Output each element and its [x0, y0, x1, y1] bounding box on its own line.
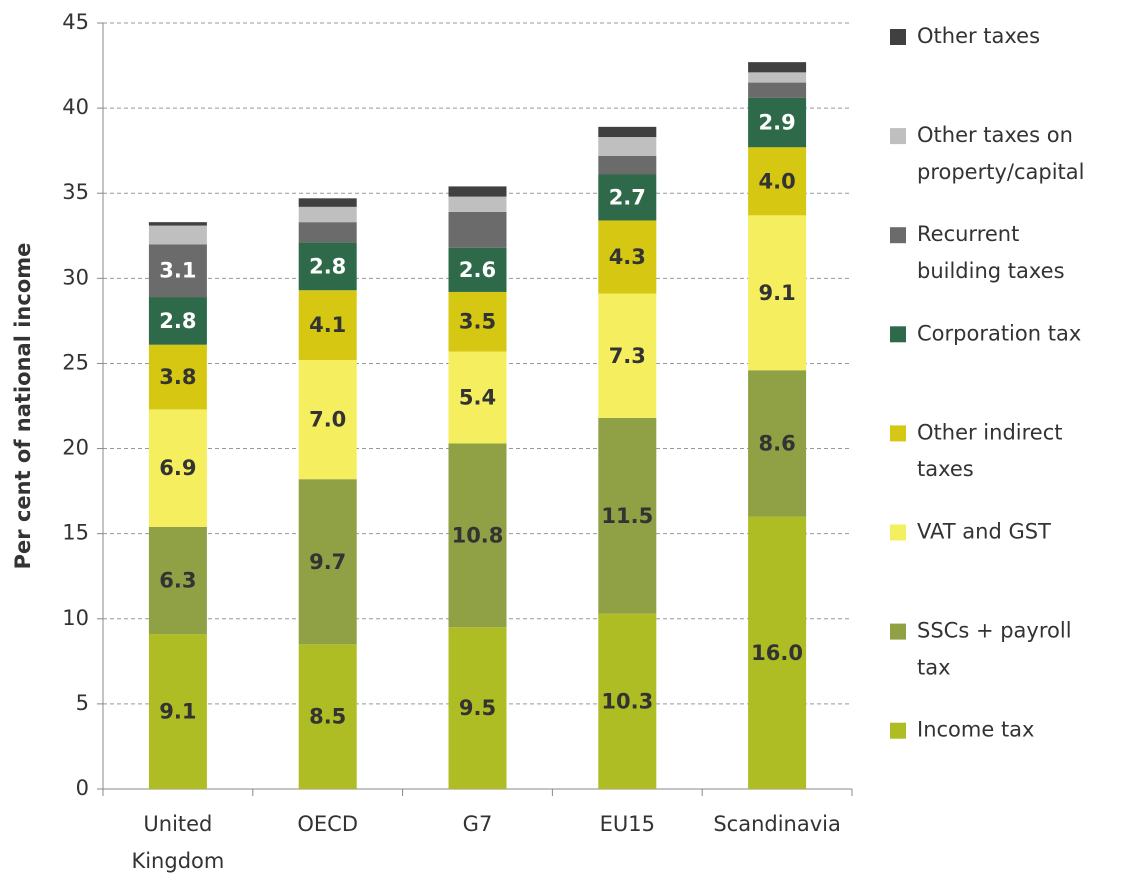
value-label: 6.9	[159, 456, 196, 480]
bar-segment	[598, 137, 657, 156]
bar-segment	[298, 644, 357, 789]
value-label: 10.3	[601, 689, 653, 713]
value-label: 2.6	[459, 258, 496, 282]
bar-segment	[748, 72, 807, 83]
value-label: 3.5	[459, 310, 496, 334]
value-label: 5.4	[459, 385, 496, 409]
bar-segment	[598, 417, 657, 614]
value-label: 8.6	[758, 431, 795, 455]
legend-label: Other taxes	[917, 24, 1040, 48]
value-label: 4.1	[309, 313, 346, 337]
bar-segment	[748, 147, 807, 216]
bar-segment	[148, 225, 207, 245]
bar-segment	[448, 443, 507, 628]
value-label: 2.8	[159, 309, 196, 333]
x-tick-label: EU15	[600, 812, 655, 836]
bar-segment	[298, 290, 357, 361]
value-label: 7.3	[609, 344, 646, 368]
value-label: 11.5	[601, 504, 653, 528]
bar-segment	[598, 155, 657, 175]
legend-swatch	[890, 425, 906, 442]
bar-segment	[298, 206, 357, 223]
bar-segment	[148, 244, 207, 298]
legend-label: Other indirect taxes	[917, 420, 1062, 481]
legend-swatch	[890, 29, 906, 45]
bar-segment	[148, 526, 207, 635]
value-label: 9.5	[459, 696, 496, 720]
y-axis-title: Per cent of national income	[11, 243, 35, 570]
bar-segment	[148, 297, 207, 345]
y-tick-label: 45	[62, 10, 89, 34]
x-tick-label: Scandinavia	[713, 812, 841, 836]
bar-segment	[748, 516, 807, 789]
bar-segment	[148, 409, 207, 527]
legend-swatch	[890, 128, 906, 145]
y-tick-label: 5	[76, 691, 89, 715]
y-tick-label: 10	[62, 606, 89, 630]
bar-segment	[748, 370, 807, 517]
bar-segment	[598, 293, 657, 418]
y-tick-label: 35	[62, 180, 89, 204]
bar-segment	[448, 291, 507, 352]
value-label: 10.8	[452, 523, 504, 547]
value-label: 9.1	[758, 281, 795, 305]
value-label: 16.0	[751, 641, 803, 665]
bar-segment	[298, 198, 357, 207]
x-tick-label: United Kingdom	[131, 812, 224, 873]
value-label: 3.1	[159, 259, 196, 283]
y-tick-label: 25	[62, 350, 89, 374]
bar-segment	[598, 126, 657, 138]
bar-segment	[448, 211, 507, 248]
value-label: 8.5	[309, 705, 346, 729]
y-tick-label: 0	[76, 776, 89, 800]
value-label: 2.7	[609, 185, 646, 209]
legend-label: Income tax	[917, 718, 1034, 742]
y-tick-label: 30	[62, 265, 89, 289]
bar-segment	[298, 242, 357, 291]
x-tick-label: OECD	[297, 812, 358, 836]
bar-segment	[748, 97, 807, 148]
legend-swatch	[890, 524, 906, 541]
legend-swatch	[890, 326, 906, 343]
bar-segment	[448, 186, 507, 197]
bar-segment	[598, 613, 657, 789]
legend-swatch	[890, 623, 906, 640]
value-label: 2.8	[309, 254, 346, 278]
value-label: 9.7	[309, 550, 346, 574]
legend-label: SSCs + payroll tax	[917, 619, 1072, 680]
bar-segment	[298, 479, 357, 645]
legend-label: Corporation tax	[917, 321, 1081, 345]
bar-segment	[448, 247, 507, 292]
value-label: 2.9	[758, 111, 795, 135]
bar-segment	[298, 360, 357, 480]
legend-label: Other taxes on property/capital	[917, 123, 1085, 184]
bar-segment	[598, 174, 657, 221]
legend-label: Recurrent building taxes	[917, 222, 1065, 283]
y-tick-label: 40	[62, 95, 89, 119]
bar-segment	[148, 634, 207, 789]
bar-segment	[148, 222, 207, 226]
value-label: 4.3	[609, 245, 646, 269]
legend-swatch	[890, 227, 906, 244]
value-label: 6.3	[159, 568, 196, 592]
bar-segment	[748, 62, 807, 73]
bar-segment	[598, 220, 657, 294]
value-label: 3.8	[159, 365, 196, 389]
y-tick-label: 15	[62, 521, 89, 545]
bar-segment	[748, 82, 807, 98]
bar-segment	[448, 627, 507, 789]
value-label: 7.0	[309, 408, 346, 432]
legend-swatch	[890, 722, 906, 739]
value-label: 4.0	[758, 169, 795, 193]
legend-label: VAT and GST	[917, 520, 1051, 544]
bar-segment	[448, 351, 507, 444]
bar-segment	[448, 196, 507, 212]
bar-segment	[298, 222, 357, 243]
value-label: 9.1	[159, 700, 196, 724]
bar-segment	[148, 344, 207, 410]
y-tick-label: 20	[62, 436, 89, 460]
bar-segment	[748, 215, 807, 371]
x-tick-label: G7	[463, 812, 493, 836]
